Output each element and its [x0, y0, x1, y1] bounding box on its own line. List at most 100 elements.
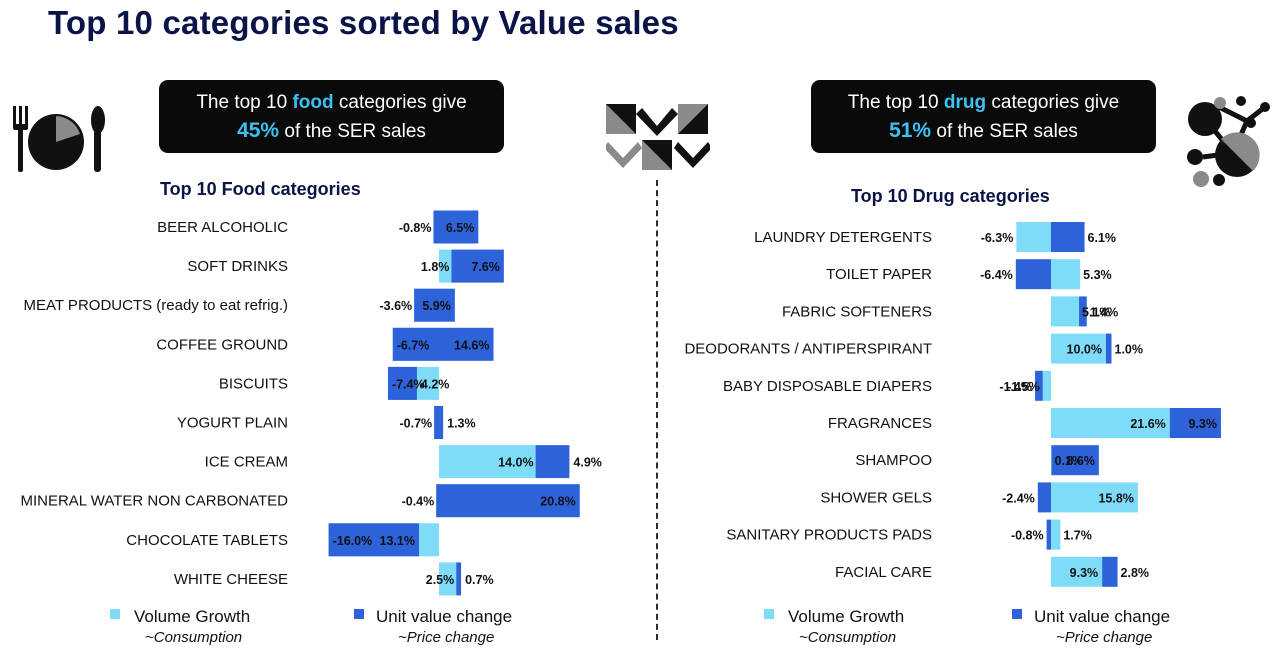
drug-legend-volume-label: Volume Growth: [788, 607, 904, 626]
drug-category-label: FACIAL CARE: [835, 564, 932, 581]
drug-legend-unit-value-sub: ~Price change: [1056, 629, 1152, 646]
food-unit-value-label: 13.1%: [380, 534, 415, 548]
food-unit-value-label: 20.8%: [540, 495, 575, 509]
callout-drug-highlight: drug: [943, 92, 987, 113]
drug-volume-bar: [1042, 370, 1051, 401]
drug-unit-value-label: 2.8%: [1121, 566, 1150, 580]
drug-category-label: FABRIC SOFTENERS: [782, 303, 932, 320]
food-category-label: MEAT PRODUCTS (ready to eat refrig.): [23, 297, 288, 314]
drug-volume-bar: [1051, 259, 1081, 290]
drug-unit-value-bar: [1169, 408, 1221, 438]
food-volume-value-label: 14.0%: [498, 456, 533, 470]
food-volume-bar: [439, 562, 457, 596]
food-category-label: BEER ALCOHOLIC: [157, 219, 288, 236]
callout-drug-tail: of the SER sales: [931, 121, 1078, 142]
drug-volume-bar: [1051, 482, 1138, 513]
food-volume-value-label: -0.7%: [400, 417, 433, 431]
food-volume-bar: [439, 445, 536, 479]
drug-unit-value-label: -6.4%: [980, 268, 1013, 282]
food-category-label: BISCUITS: [219, 375, 288, 392]
drug-volume-bar: [1051, 333, 1106, 364]
drug-volume-value-label: 1.7%: [1063, 529, 1092, 543]
food-legend-unit-value-label: Unit value change: [376, 607, 512, 626]
drug-volume-bar: [1051, 556, 1103, 587]
food-volume-value-label: -0.8%: [399, 221, 432, 235]
drug-unit-value-label: 8.6%: [1066, 454, 1095, 468]
callout-drug-suffix: categories give: [986, 92, 1120, 113]
food-category-label: YOGURT PLAIN: [177, 415, 288, 432]
food-legend-volume-label: Volume Growth: [134, 607, 250, 626]
drug-volume-value-label: 0.1%: [1055, 454, 1084, 468]
drug-legend-volume-sub: ~Consumption: [799, 629, 896, 646]
callout-food-prefix: The top 10: [196, 92, 293, 113]
drug-unit-value-label: 1.0%: [1115, 343, 1144, 357]
drug-volume-value-label: 5.1%: [1082, 305, 1111, 319]
drug-chart-title: Top 10 Drug categories: [851, 186, 1050, 206]
drug-unit-value-bar: [1051, 222, 1085, 252]
drug-volume-bar: [1051, 519, 1061, 550]
food-volume-value-label: -0.4%: [402, 495, 435, 509]
drug-volume-bar: [1051, 445, 1052, 476]
food-unit-value-label: 0.7%: [465, 573, 494, 587]
drug-volume-value-label: -1.5%: [1007, 380, 1040, 394]
food-unit-value-label: 6.5%: [446, 221, 475, 235]
food-volume-value-label: 2.5%: [426, 573, 455, 587]
fork-plate-knife-icon: [10, 104, 108, 179]
food-category-label: COFFEE GROUND: [156, 336, 288, 353]
drug-volume-value-label: 21.6%: [1130, 417, 1165, 431]
food-unit-value-bar: [433, 210, 479, 244]
food-unit-value-label: 4.9%: [573, 456, 602, 470]
food-unit-value-label: 7.6%: [471, 260, 500, 274]
chevron-squares-logo-icon: [604, 104, 712, 175]
callout-drug-pct: 51%: [889, 119, 932, 142]
food-unit-value-bar: [387, 366, 417, 400]
page-title: Top 10 categories sorted by Value sales: [48, 4, 679, 41]
food-category-label: SOFT DRINKS: [187, 258, 288, 275]
food-unit-value-bar: [434, 406, 444, 439]
drug-unit-value-label: 6.1%: [1088, 231, 1117, 245]
drug-unit-value-bar: [1046, 519, 1051, 550]
drug-unit-value-label: -2.4%: [1002, 491, 1035, 505]
food-unit-value-bar: [328, 523, 419, 557]
drug-category-label: SHOWER GELS: [820, 489, 932, 506]
drug-volume-value-label: 15.8%: [1098, 491, 1133, 505]
food-callout: The top 10 food categories give 45% of t…: [159, 80, 504, 153]
food-volume-value-label: 1.8%: [421, 260, 450, 274]
food-legend-unit-value-sub: ~Price change: [398, 629, 494, 646]
drug-unit-value-label: -1.4%: [999, 380, 1032, 394]
drug-category-label: LAUNDRY DETERGENTS: [754, 229, 932, 246]
food-unit-value-bar: [535, 445, 570, 479]
drug-unit-value-bar: [1037, 482, 1051, 513]
drug-unit-value-label: -0.8%: [1011, 529, 1044, 543]
food-volume-value-label: -16.0%: [333, 534, 373, 548]
food-unit-value-bar: [392, 327, 494, 361]
food-unit-value-label: 5.9%: [422, 299, 451, 313]
food-unit-value-label: 4.2%: [421, 377, 450, 391]
drug-callout: The top 10 drug categories give 51% of t…: [811, 80, 1156, 153]
food-category-label: MINERAL WATER NON CARBONATED: [20, 493, 288, 510]
food-unit-value-bar: [456, 562, 462, 596]
drug-unit-value-bar: [1079, 296, 1087, 327]
food-volume-value-label: -3.6%: [380, 299, 413, 313]
drug-category-label: DEODORANTS / ANTIPERSPIRANT: [684, 341, 932, 358]
food-category-label: WHITE CHEESE: [174, 571, 288, 588]
drug-unit-value-bar: [1102, 556, 1118, 587]
food-unit-value-bar: [451, 249, 504, 283]
food-legend-unit-value-swatch: [354, 609, 364, 619]
drug-unit-value-label: 1.4%: [1090, 305, 1119, 319]
food-legend-volume-sub: ~Consumption: [145, 629, 242, 646]
callout-drug-prefix: The top 10: [847, 92, 944, 113]
drug-category-label: SHAMPOO: [855, 452, 932, 469]
drug-volume-value-label: 5.3%: [1083, 268, 1112, 282]
drug-legend-unit-value-swatch: [1012, 609, 1022, 619]
food-category-label: CHOCOLATE TABLETS: [126, 532, 288, 549]
drug-legend-unit-value-label: Unit value change: [1034, 607, 1170, 626]
drug-volume-bar: [1051, 408, 1170, 438]
molecule-icon: [1185, 95, 1275, 195]
panel-divider: [656, 180, 658, 640]
food-volume-value-label: -7.4%: [392, 377, 425, 391]
drug-unit-value-bar: [1106, 333, 1112, 364]
food-legend-volume-swatch: [110, 609, 120, 619]
callout-food-pct: 45%: [237, 119, 280, 142]
